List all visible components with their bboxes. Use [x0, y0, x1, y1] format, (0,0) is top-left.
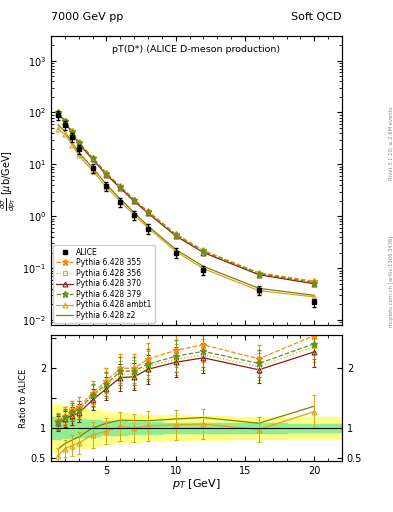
Y-axis label: $\frac{d\sigma}{dp_T}$ [$\mu$b/GeV]: $\frac{d\sigma}{dp_T}$ [$\mu$b/GeV] [0, 150, 18, 211]
Text: Soft QCD: Soft QCD [292, 12, 342, 22]
Text: 7000 GeV pp: 7000 GeV pp [51, 12, 123, 22]
Text: pT(D*) (ALICE D-meson production): pT(D*) (ALICE D-meson production) [112, 45, 281, 54]
Text: mcplots.cern.ch [arXiv:1306.3436]: mcplots.cern.ch [arXiv:1306.3436] [389, 236, 393, 327]
Y-axis label: Ratio to ALICE: Ratio to ALICE [19, 369, 28, 428]
Text: Rivet 3.1.10; ≥ 2.6M events: Rivet 3.1.10; ≥ 2.6M events [389, 106, 393, 180]
Text: ALICE_2017_I1511870: ALICE_2017_I1511870 [158, 334, 235, 340]
Legend: ALICE, Pythia 6.428 355, Pythia 6.428 356, Pythia 6.428 370, Pythia 6.428 379, P: ALICE, Pythia 6.428 355, Pythia 6.428 35… [53, 245, 155, 323]
X-axis label: $p_T$ [GeV]: $p_T$ [GeV] [172, 477, 221, 491]
